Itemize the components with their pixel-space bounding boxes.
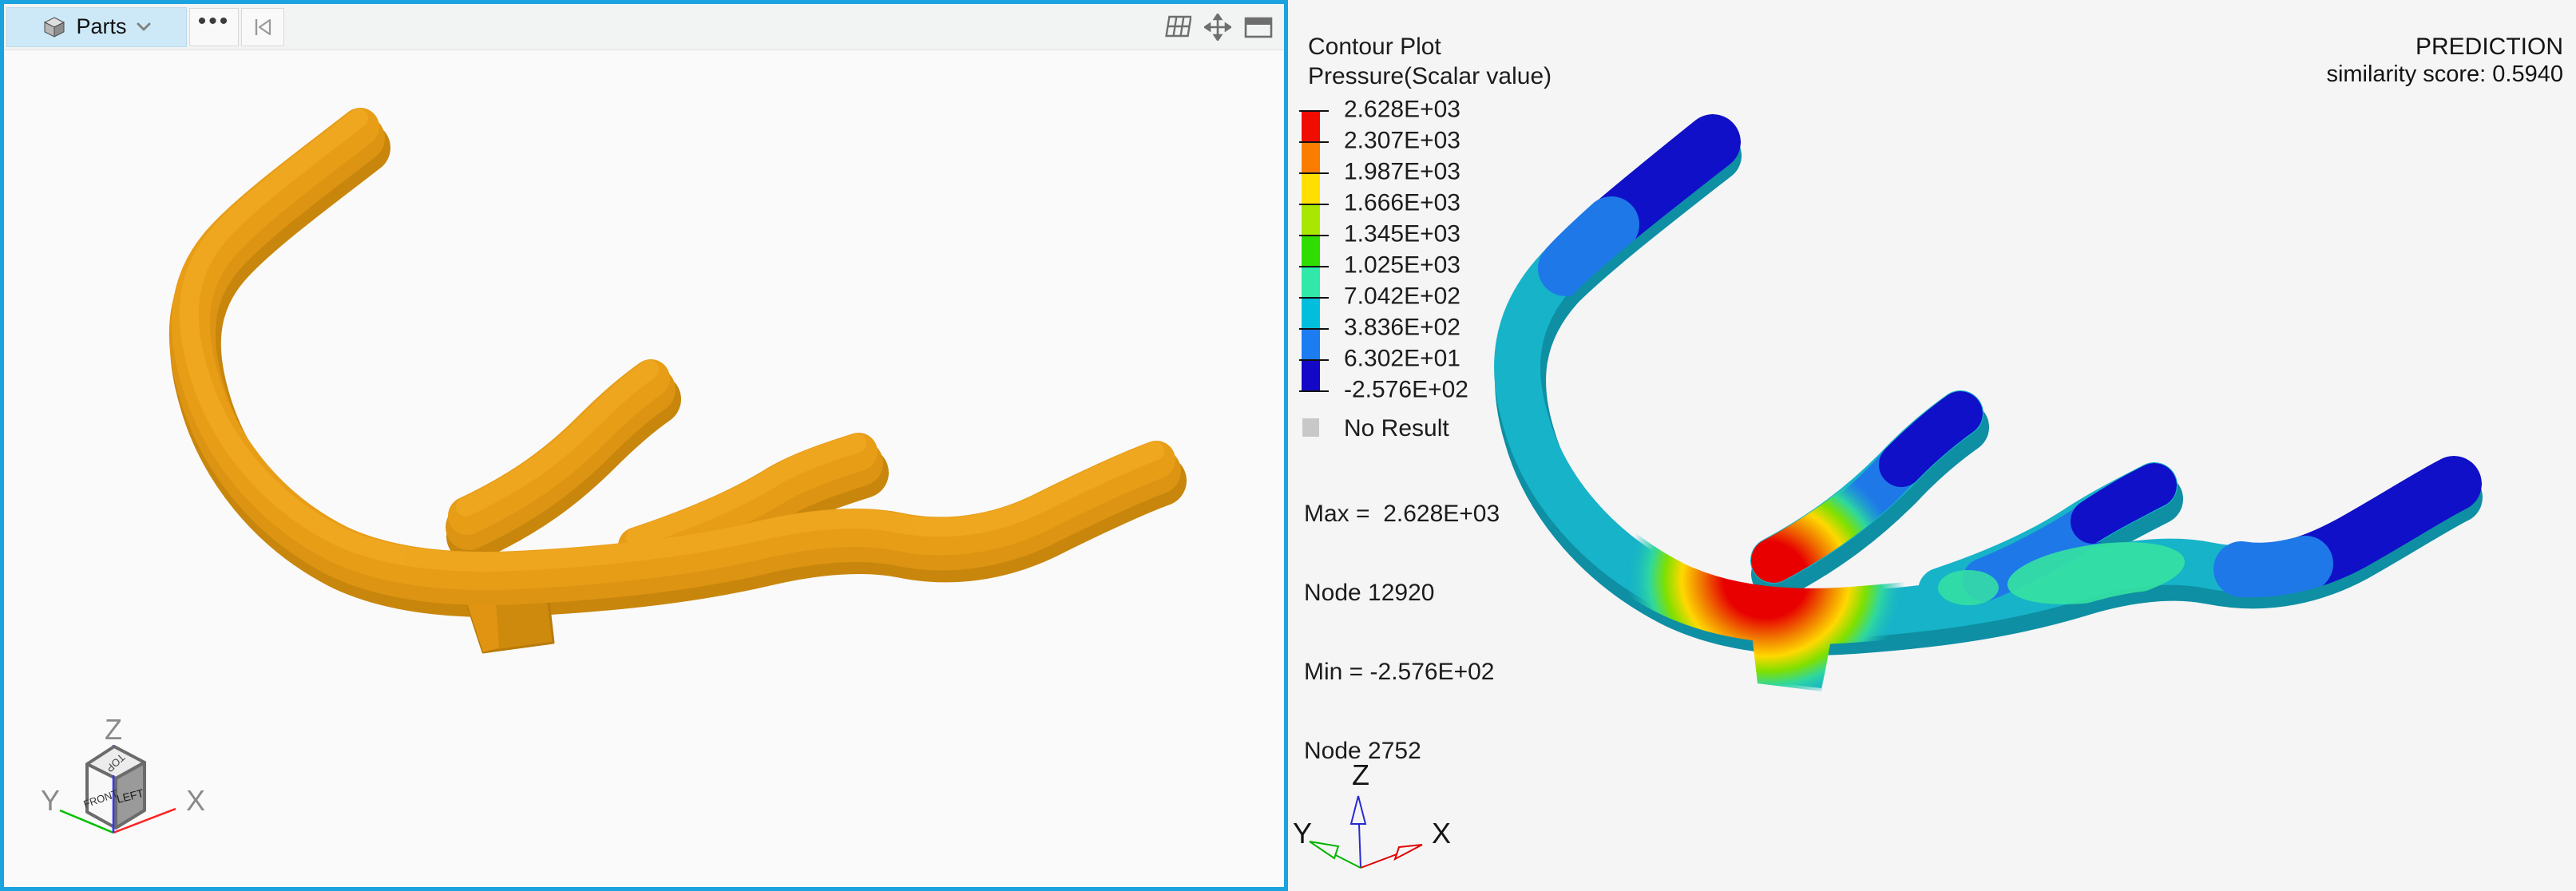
legend-value-label: 3.836E+02 <box>1344 314 1460 341</box>
colorbar-segment <box>1302 235 1320 266</box>
legend-value-label: 1.345E+03 <box>1344 220 1460 248</box>
similarity-score: similarity score: 0.5940 <box>2326 61 2563 87</box>
colorbar-tick <box>1299 266 1329 267</box>
legend-value-label: 1.025E+03 <box>1344 251 1460 279</box>
contour-legend: Contour Plot Pressure(Scalar value) 2.62… <box>1299 32 1552 817</box>
parts-dropdown[interactable]: Parts <box>6 6 187 47</box>
max-value-line: Max = 2.628E+03 <box>1304 501 1500 527</box>
colorbar-tick <box>1299 172 1329 174</box>
contour-stats: Max = 2.628E+03 Node 12920 Min = -2.576E… <box>1304 448 1552 817</box>
legend-colorbar: 2.628E+03 2.307E+03 1.987E+03 1.666E+03 1.34… <box>1299 96 1541 402</box>
left-axis-triad: Z Y X <box>41 713 205 817</box>
prediction-title: PREDICTION <box>2415 34 2563 60</box>
prediction-annotation: PREDICTION similarity score: 0.5940 <box>2326 34 2563 88</box>
right-axis-triad: Z Y X <box>1293 758 1451 869</box>
legend-value-label: 1.987E+03 <box>1344 158 1460 185</box>
viewport-toolbar: Parts ••• <box>4 4 1284 50</box>
x-axis-label: X <box>186 784 205 817</box>
colorbar-segment <box>1302 359 1320 390</box>
min-node-line: Node 2752 <box>1304 738 1421 764</box>
viewport-view-controls <box>1163 13 1273 41</box>
legend-value-label: 7.042E+02 <box>1344 283 1460 310</box>
colorbar-segment <box>1302 141 1320 172</box>
legend-title: Contour Plot <box>1308 34 1441 60</box>
no-result-swatch <box>1302 418 1319 437</box>
pan-view-icon[interactable] <box>1204 13 1231 41</box>
colorbar-tick <box>1299 110 1329 112</box>
legend-value-label: -2.576E+02 <box>1344 376 1468 403</box>
legend-subtitle: Pressure(Scalar value) <box>1308 63 1552 89</box>
parts-dropdown-label: Parts <box>76 14 127 38</box>
parts-cube-icon <box>44 16 65 38</box>
legend-value-label: 2.307E+03 <box>1344 127 1460 154</box>
x-axis-label: X <box>1432 817 1451 849</box>
legend-value-label: 6.302E+01 <box>1344 345 1460 372</box>
colorbar-tick <box>1299 297 1329 299</box>
colorbar-tick <box>1299 328 1329 330</box>
colorbar-tick <box>1299 204 1329 205</box>
colorbar-segment <box>1302 328 1320 359</box>
skip-to-start-button[interactable] <box>241 7 284 46</box>
legend-value-label: 1.666E+03 <box>1344 189 1460 216</box>
legend-no-result-row: No Result <box>1302 415 1552 442</box>
more-options-icon: ••• <box>197 7 231 34</box>
z-axis-label: Z <box>105 713 122 746</box>
colorbar-tick <box>1299 359 1329 361</box>
parts-viewport-canvas[interactable]: TOP FRONT LEFT Z Y X <box>4 4 1284 887</box>
colorbar-tick <box>1299 141 1329 143</box>
colorbar-segment <box>1302 110 1320 141</box>
orange-part-model[interactable] <box>168 108 1187 654</box>
legend-value-label: 2.628E+03 <box>1344 96 1460 123</box>
colorbar-segment <box>1302 172 1320 204</box>
grid-view-icon[interactable] <box>1163 14 1191 41</box>
colorbar-segment <box>1302 266 1320 297</box>
prediction-viewport-canvas[interactable]: Z Y X <box>1288 0 2576 891</box>
max-node-line: Node 12920 <box>1304 580 1435 606</box>
view-cube[interactable]: TOP FRONT LEFT <box>59 745 176 834</box>
predicted-pressure-contour-model[interactable] <box>1494 114 2483 707</box>
skip-to-start-icon <box>255 18 271 35</box>
window-layout-icon[interactable] <box>1244 15 1273 39</box>
min-value-line: Min = -2.576E+02 <box>1304 659 1495 685</box>
colorbar-tick <box>1299 235 1329 236</box>
no-result-label: No Result <box>1344 415 1449 442</box>
graphics-window-parts[interactable]: TOP FRONT LEFT Z Y X Parts <box>0 0 1288 891</box>
colorbar-tick <box>1299 390 1329 392</box>
colorbar-segment <box>1302 297 1320 328</box>
more-options-button[interactable]: ••• <box>189 7 239 46</box>
y-axis-label: Y <box>1293 817 1312 849</box>
colorbar <box>1302 110 1320 390</box>
chevron-down-icon <box>137 22 151 31</box>
graphics-window-prediction[interactable]: Z Y X Contour Plot Pressure(Scalar value… <box>1288 0 2576 891</box>
colorbar-segment <box>1302 204 1320 235</box>
z-axis-label: Z <box>1352 758 1369 791</box>
y-axis-label: Y <box>41 784 60 817</box>
